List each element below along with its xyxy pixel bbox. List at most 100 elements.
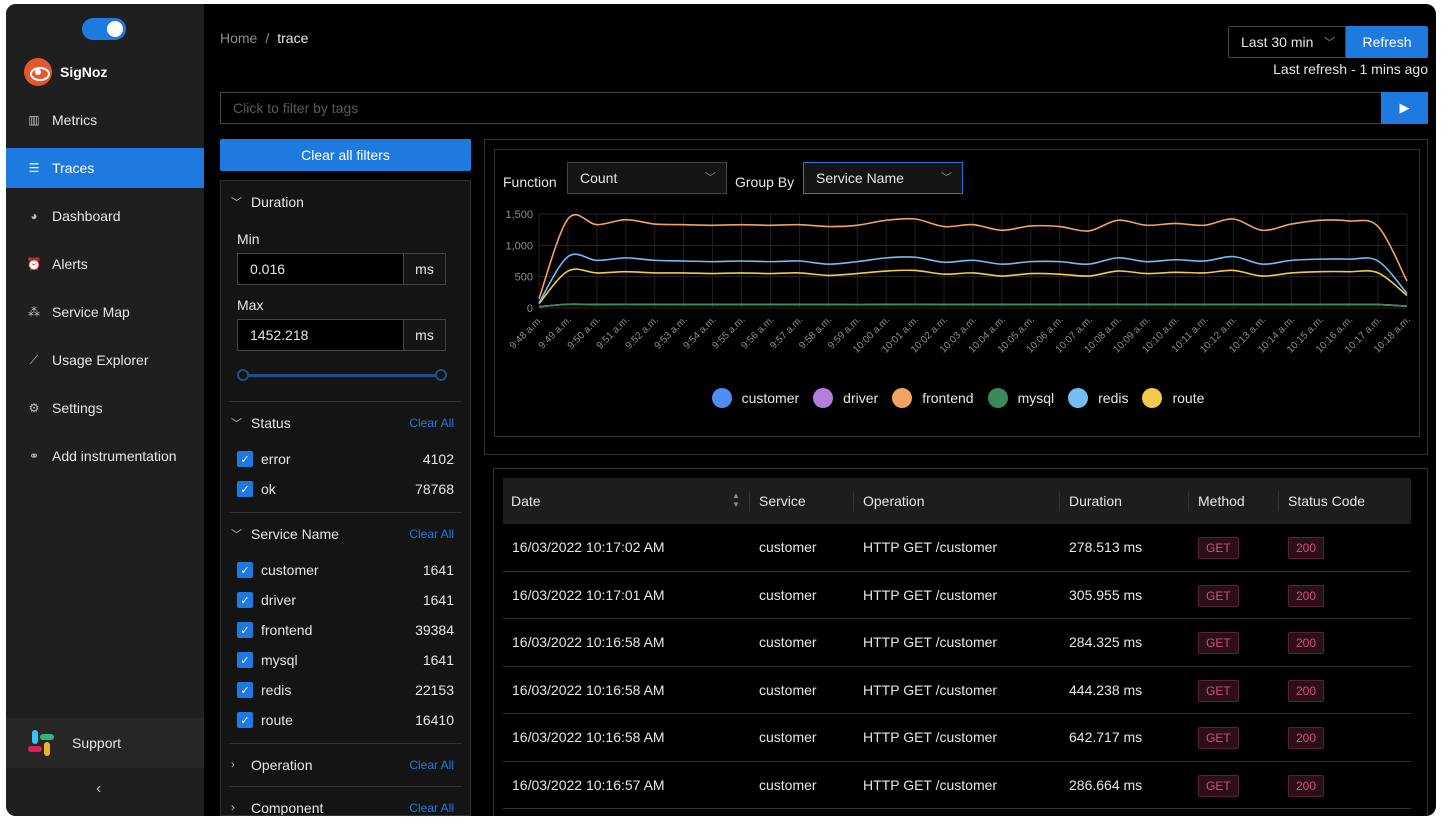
table-row[interactable]: 16/03/2022 10:17:01 AM customer HTTP GET…	[503, 572, 1411, 619]
legend-item-route[interactable]: route	[1142, 388, 1204, 408]
time-range-value: Last 30 min	[1241, 34, 1314, 50]
checkbox-checked-icon[interactable]: ✓	[237, 712, 253, 728]
status-code-tag: 200	[1288, 632, 1325, 654]
legend-item-redis[interactable]: redis	[1068, 388, 1128, 408]
min-duration-input[interactable]: 0.016 ms	[237, 253, 446, 285]
sidebar-item-traces[interactable]: ☰ Traces	[6, 148, 204, 188]
checkbox-checked-icon[interactable]: ✓	[237, 682, 253, 698]
duration-range-slider[interactable]	[237, 369, 447, 381]
table-row[interactable]: 16/03/2022 10:16:58 AM customer HTTP GET…	[503, 714, 1411, 762]
sort-icon[interactable]: ▲ ▼	[732, 491, 740, 509]
service-name-clear-all-link[interactable]: Clear All	[409, 527, 454, 541]
column-divider	[1278, 491, 1279, 511]
operation-clear-all-link[interactable]: Clear All	[409, 758, 454, 772]
brand[interactable]: SigNoz	[24, 58, 107, 86]
traces-table: Date ▲ ▼ Service Operation Duration Metho…	[503, 478, 1411, 809]
table-row[interactable]: 16/03/2022 10:16:58 AM customer HTTP GET…	[503, 619, 1411, 667]
checkbox-checked-icon[interactable]: ✓	[237, 652, 253, 668]
status-option-ok[interactable]: ✓ ok 78768	[229, 474, 462, 504]
time-range-select[interactable]: Last 30 min ﹀	[1228, 26, 1346, 58]
cell-duration: 444.238 ms	[1069, 681, 1143, 698]
status-clear-all-link[interactable]: Clear All	[409, 416, 454, 430]
cell-duration: 284.325 ms	[1069, 634, 1143, 650]
last-refresh-text: Last refresh - 1 mins ago	[1273, 61, 1428, 77]
service-option-customer[interactable]: ✓ customer 1641	[229, 555, 462, 585]
max-label: Max	[237, 297, 264, 313]
service-option-redis[interactable]: ✓ redis 22153	[229, 675, 462, 705]
cell-duration: 642.717 ms	[1069, 729, 1143, 745]
checkbox-checked-icon[interactable]: ✓	[237, 562, 253, 578]
sidebar-item-label: Traces	[52, 160, 95, 176]
support-link[interactable]: Support	[6, 718, 204, 768]
column-header-service: Service	[759, 493, 806, 509]
legend-item-driver[interactable]: driver	[813, 388, 878, 408]
status-option-error[interactable]: ✓ error 4102	[229, 444, 462, 474]
tag-filter-submit-button[interactable]: ▶	[1381, 92, 1428, 124]
component-filter-header[interactable]: › Component Clear All	[229, 787, 462, 815]
sidebar-item-label: Dashboard	[52, 208, 121, 224]
duration-filter-header[interactable]: ﹀ Duration	[229, 181, 462, 223]
slider-min-handle[interactable]	[237, 369, 249, 381]
checkbox-checked-icon[interactable]: ✓	[237, 451, 253, 467]
refresh-button[interactable]: Refresh	[1346, 26, 1428, 58]
checkbox-checked-icon[interactable]: ✓	[237, 481, 253, 497]
sidebar-item-settings[interactable]: ⚙ Settings	[6, 388, 204, 428]
slider-track	[243, 374, 441, 377]
function-select-value: Count	[580, 170, 618, 186]
component-clear-all-link[interactable]: Clear All	[409, 801, 454, 815]
cell-date: 16/03/2022 10:16:58 AM	[512, 729, 665, 745]
operation-filter-title: Operation	[251, 757, 313, 773]
series-line-mysql[interactable]	[538, 303, 1408, 308]
breadcrumb-separator: /	[265, 30, 270, 46]
table-row[interactable]: 16/03/2022 10:16:57 AM customer HTTP GET…	[503, 762, 1411, 809]
series-line-frontend[interactable]	[538, 213, 1408, 299]
function-select[interactable]: Count ﹀	[567, 162, 727, 194]
legend-item-frontend[interactable]: frontend	[892, 388, 974, 408]
clear-all-filters-button[interactable]: Clear all filters	[220, 139, 471, 171]
group-by-select[interactable]: Service Name ﹀	[803, 162, 963, 194]
y-tick-label: 1,000	[505, 240, 533, 252]
sidebar-item-metrics[interactable]: ▥ Metrics	[6, 100, 204, 140]
option-count: 78768	[415, 481, 454, 497]
checkbox-checked-icon[interactable]: ✓	[237, 592, 253, 608]
service-option-driver[interactable]: ✓ driver 1641	[229, 585, 462, 615]
sidebar-item-usage-explorer[interactable]: ⟋ Usage Explorer	[6, 340, 204, 380]
series-line-route[interactable]	[538, 268, 1408, 305]
legend-item-customer[interactable]: customer	[711, 388, 799, 408]
traces-table-panel: Date ▲ ▼ Service Operation Duration Metho…	[493, 468, 1428, 816]
method-tag: GET	[1198, 584, 1239, 607]
theme-toggle[interactable]	[82, 18, 126, 40]
gear-icon: ⚙	[28, 401, 40, 415]
option-count: 1641	[422, 562, 454, 578]
cell-date: 16/03/2022 10:16:57 AM	[512, 776, 665, 793]
service-option-mysql[interactable]: ✓ mysql 1641	[229, 645, 462, 675]
table-row[interactable]: 16/03/2022 10:16:58 AM customer HTTP GET…	[503, 667, 1411, 714]
series-line-redis[interactable]	[538, 253, 1408, 304]
chevron-down-icon: ﹀	[705, 172, 716, 184]
column-header-date[interactable]: Date	[511, 493, 541, 509]
status-filter-header[interactable]: ﹀ Status Clear All	[229, 402, 462, 444]
column-header-method: Method	[1198, 493, 1245, 509]
sidebar-item-dashboard[interactable]: ◕ Dashboard	[6, 196, 204, 236]
slider-max-handle[interactable]	[435, 369, 447, 381]
sidebar-item-service-map[interactable]: ⁂ Service Map	[6, 292, 204, 332]
table-row[interactable]: 16/03/2022 10:17:02 AM customer HTTP GET…	[503, 524, 1411, 572]
service-option-route[interactable]: ✓ route 16410	[229, 705, 462, 735]
option-count: 22153	[415, 682, 454, 698]
collapse-sidebar-icon[interactable]: ‹	[96, 780, 102, 797]
service-option-frontend[interactable]: ✓ frontend 39384	[229, 615, 462, 645]
cell-service: customer	[759, 776, 817, 793]
breadcrumb-home[interactable]: Home	[220, 30, 258, 46]
service-name-filter-header[interactable]: ﹀ Service Name Clear All	[229, 513, 462, 555]
checkbox-checked-icon[interactable]: ✓	[237, 622, 253, 638]
sidebar-item-alerts[interactable]: ⏰ Alerts	[6, 244, 204, 284]
duration-filter: ﹀ Duration Min 0.016 ms Max 1452.218 ms	[229, 181, 462, 402]
legend-item-mysql[interactable]: mysql	[987, 388, 1054, 408]
chevron-down-icon: ﹀	[231, 197, 242, 209]
operation-filter-header[interactable]: › Operation Clear All	[229, 744, 462, 786]
option-name: driver	[261, 592, 297, 608]
max-duration-input[interactable]: 1452.218 ms	[237, 319, 446, 351]
tag-filter-input[interactable]: Click to filter by tags	[220, 92, 1382, 124]
sidebar-item-add-instrumentation[interactable]: ⚭ Add instrumentation	[6, 436, 204, 476]
